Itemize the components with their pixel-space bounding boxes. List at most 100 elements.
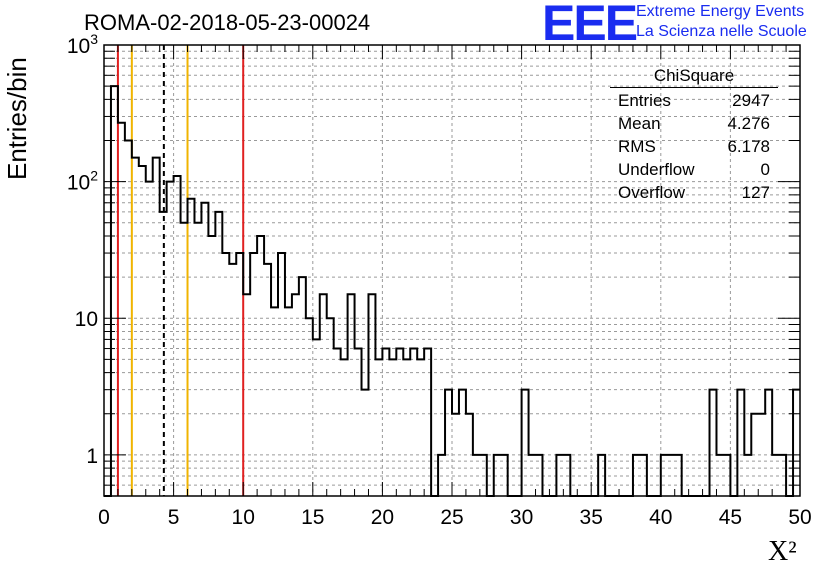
histogram-bin <box>765 390 772 496</box>
histogram-bin <box>758 414 765 496</box>
x-tick-label: 20 <box>371 506 394 529</box>
histogram-bin <box>243 294 250 496</box>
histogram-bin <box>188 199 195 496</box>
histogram-outline <box>104 85 800 497</box>
histogram-bin <box>737 390 744 496</box>
histogram-bin <box>111 86 118 496</box>
chart-title: ROMA-02-2018-05-23-00024 <box>84 10 371 35</box>
histogram-bin <box>723 455 730 496</box>
histogram-bin <box>410 349 417 496</box>
histogram-bin <box>375 359 382 496</box>
y-tick-label: 10 <box>75 308 98 331</box>
histogram-bin <box>710 390 717 496</box>
x-tick-label: 45 <box>719 506 742 529</box>
histogram-bin <box>779 455 786 496</box>
x-tick-label: 35 <box>580 506 603 529</box>
stats-row: Underflow 0 <box>610 158 778 181</box>
histogram-bin <box>382 349 389 496</box>
histogram-bin <box>793 390 800 496</box>
y-tick-label: 1 <box>86 445 98 468</box>
histogram-bin <box>292 294 299 496</box>
stats-label: Underflow <box>618 160 695 179</box>
histogram-bin <box>153 158 160 496</box>
stats-row: RMS 6.178 <box>610 135 778 158</box>
histogram-bin <box>299 277 306 496</box>
histogram-bin <box>716 455 723 496</box>
histogram-bin <box>160 212 167 496</box>
histogram-bin <box>466 414 473 496</box>
x-tick-label: 10 <box>232 506 255 529</box>
histogram-bin <box>668 455 675 496</box>
histogram-bin <box>278 253 285 496</box>
histogram-bin <box>341 359 348 496</box>
stats-label: RMS <box>618 137 656 156</box>
histogram-bin <box>362 390 369 496</box>
histogram-bin <box>348 294 355 496</box>
stats-row: Mean 4.276 <box>610 112 778 135</box>
x-tick-label: 40 <box>649 506 672 529</box>
histogram-bin <box>208 236 215 496</box>
stats-value: 6.178 <box>727 137 770 156</box>
histogram-bin <box>598 455 605 496</box>
histogram-bin <box>250 253 257 496</box>
logo-text-line1: Extreme Energy Events <box>636 3 805 20</box>
x-tick-label: 30 <box>510 506 533 529</box>
histogram-bin <box>480 455 487 496</box>
x-tick-label: 5 <box>168 506 180 529</box>
eee-logo: EEE <box>542 0 638 51</box>
y-tick-label: 102 <box>67 168 98 195</box>
histogram-bin <box>257 236 264 496</box>
histogram-bin <box>229 264 236 496</box>
histogram-bin <box>146 182 153 496</box>
histogram-bin <box>201 203 208 496</box>
x-axis-ticks: 0 5 10 15 20 25 30 35 40 45 50 <box>98 45 812 529</box>
histogram-bin <box>751 414 758 496</box>
x-tick-label: 25 <box>440 506 463 529</box>
stats-label: Overflow <box>618 183 686 202</box>
histogram-bin <box>355 349 362 496</box>
histogram-bin <box>403 359 410 496</box>
histogram-bin <box>501 455 508 496</box>
histogram-bin <box>563 455 570 496</box>
logo-text-line2: La Scienza nelle Scuole <box>636 23 807 40</box>
stats-value: 0 <box>760 160 770 179</box>
histogram-bin <box>675 455 682 496</box>
x-tick-label: 15 <box>301 506 324 529</box>
histogram-bin <box>661 455 668 496</box>
histogram-bin <box>368 294 375 496</box>
histogram-bin <box>473 455 480 496</box>
histogram-bin <box>139 166 146 496</box>
stats-label: Entries <box>618 91 671 110</box>
stats-title: ChiSquare <box>610 66 778 88</box>
histogram-bin <box>271 307 278 496</box>
histogram-bin <box>522 390 529 496</box>
histogram-bin <box>320 294 327 496</box>
histogram-bin <box>438 455 445 496</box>
histogram-bin <box>556 455 563 496</box>
stats-row: Entries 2947 <box>610 89 778 112</box>
x-axis-label: X² <box>768 536 797 567</box>
histogram-bin <box>222 253 229 496</box>
histogram-bin <box>236 253 243 496</box>
histogram-bin <box>174 176 181 496</box>
histogram-bin <box>536 455 543 496</box>
histogram-bin <box>181 223 188 496</box>
histogram-bin <box>118 123 125 496</box>
x-tick-label: 50 <box>788 506 811 529</box>
histogram-bin <box>459 390 466 496</box>
y-axis-label: Entries/bin <box>2 57 32 180</box>
histogram-bin <box>334 349 341 496</box>
histogram-bin <box>772 455 779 496</box>
stats-label: Mean <box>618 114 661 133</box>
histogram-bin <box>306 318 313 496</box>
histogram-bin <box>529 455 536 496</box>
histogram-bin <box>327 318 334 496</box>
histogram-bin <box>396 349 403 496</box>
y-axis-ticks: 1 10 102 103 <box>67 31 800 497</box>
x-tick-label: 0 <box>98 506 110 529</box>
grid-lines <box>104 45 800 496</box>
stats-box: ChiSquare Entries 2947 Mean 4.276 RMS 6.178… <box>610 66 778 204</box>
histogram-bin <box>417 359 424 496</box>
histogram-bin <box>494 455 501 496</box>
